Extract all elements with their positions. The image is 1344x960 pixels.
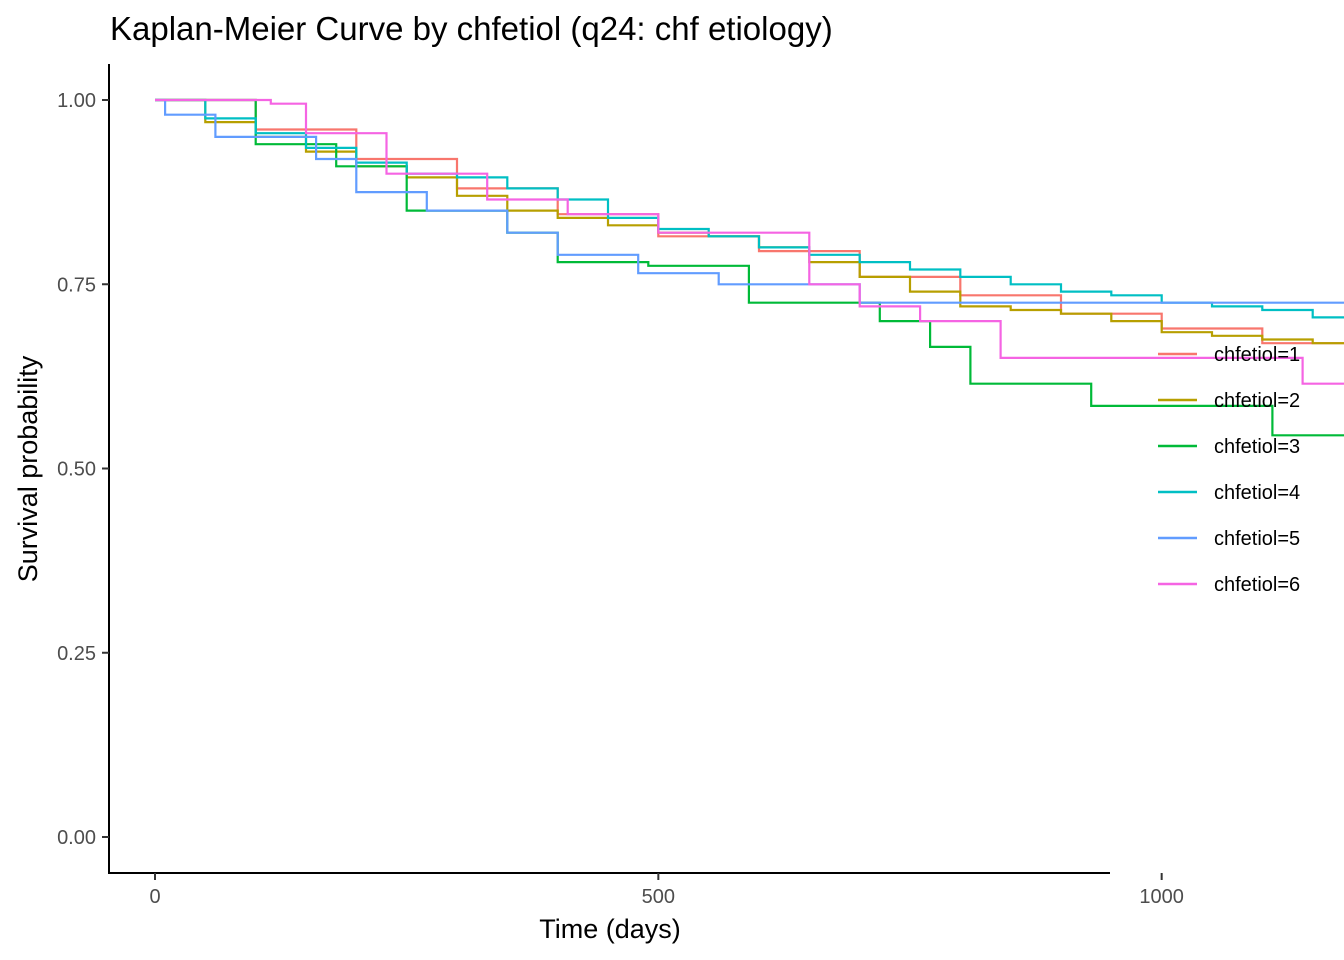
legend-label-5: chfetiol=5: [1214, 528, 1300, 550]
x-tick-label: 500: [642, 886, 675, 908]
x-tick-label: 1000: [1139, 886, 1184, 908]
series-line-2: [155, 98, 1344, 345]
plot-area: [155, 98, 1344, 437]
series-line-4: [155, 98, 1344, 319]
legend: chfetiol=1 chfetiol=2 chfetiol=3 chfetiol=4…: [1158, 344, 1300, 596]
legend-label-6: chfetiol=6: [1214, 574, 1300, 596]
y-axis-ticks: 0.00 0.25 0.50 0.75 1.00: [57, 90, 109, 849]
y-tick-label: 0.00: [57, 827, 96, 849]
series-line-1: [155, 98, 1344, 345]
series-line-6: [155, 98, 1344, 385]
series-line-5: [155, 98, 1344, 304]
y-axis-title: Survival probability: [13, 355, 43, 582]
x-axis-ticks: 050010001500: [149, 873, 1184, 908]
y-tick-label: 0.75: [57, 274, 96, 296]
y-tick-label: 1.00: [57, 90, 96, 112]
legend-label-4: chfetiol=4: [1214, 482, 1300, 504]
legend-label-2: chfetiol=2: [1214, 390, 1300, 412]
x-tick-label: 0: [149, 886, 160, 908]
y-tick-label: 0.50: [57, 459, 96, 481]
series-line-3: [155, 98, 1344, 437]
y-tick-label: 0.25: [57, 643, 96, 665]
chart-title: Kaplan-Meier Curve by chfetiol (q24: chf…: [110, 10, 833, 47]
legend-label-1: chfetiol=1: [1214, 344, 1300, 366]
legend-label-3: chfetiol=3: [1214, 436, 1300, 458]
x-axis-title: Time (days): [539, 914, 681, 944]
